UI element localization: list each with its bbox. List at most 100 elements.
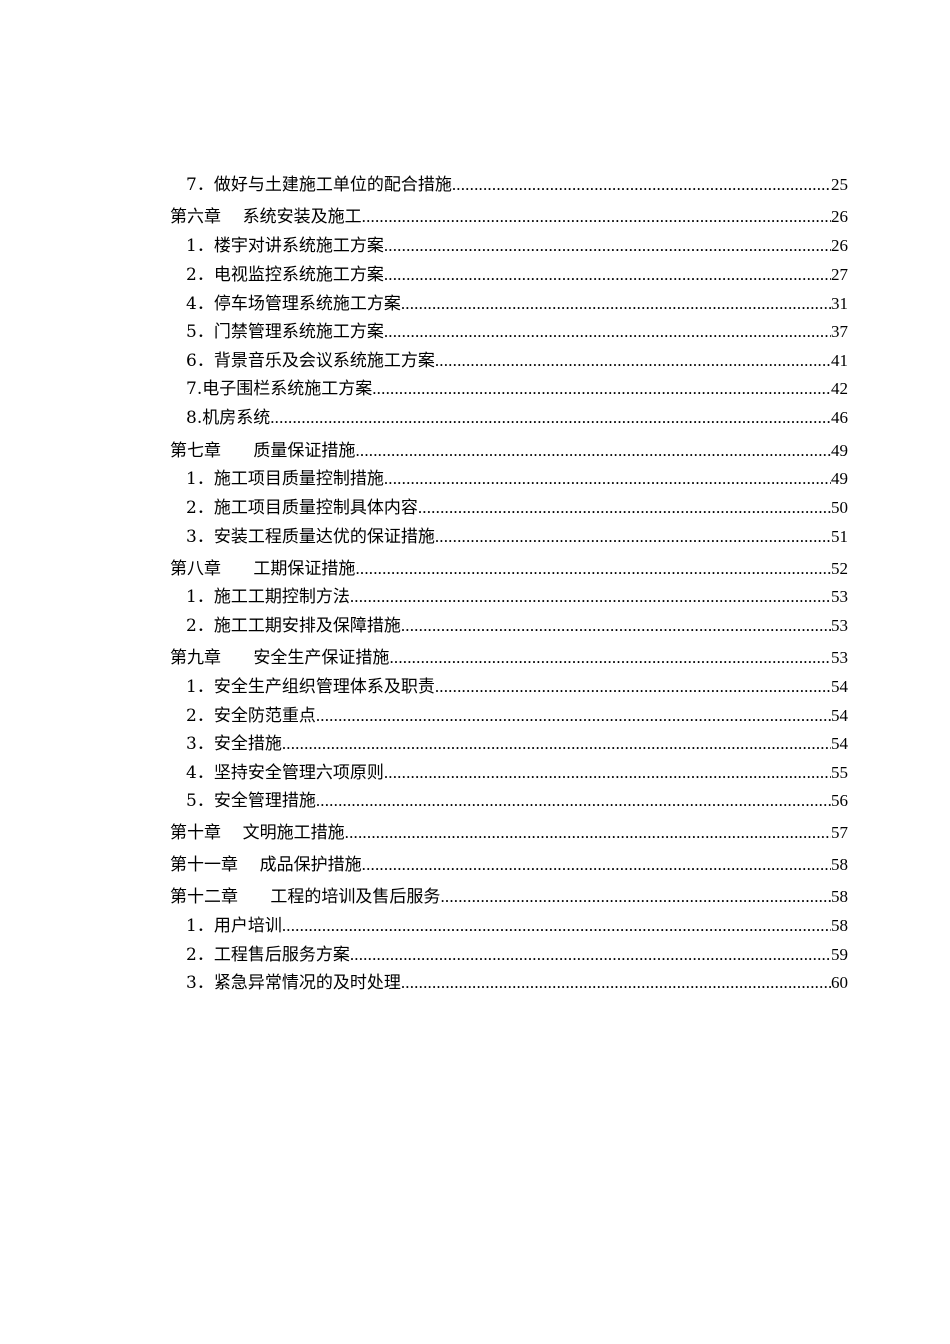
toc-entry[interactable]: 7.电子围栏系统施工方案............................… [186, 377, 848, 401]
toc-entry[interactable]: 4．停车场管理系统施工方案...........................… [186, 292, 848, 316]
toc-entry[interactable]: 7．做好与土建施工单位的配合措施........................… [186, 173, 848, 197]
dot-leader: ........................................… [383, 236, 831, 255]
toc-page-number: 49 [831, 469, 848, 488]
toc-entry-title: 1．楼宇对讲系统施工方案 [186, 236, 384, 256]
toc-entry-title: 5．安全管理措施 [186, 791, 316, 811]
dot-leader: ........................................… [344, 823, 831, 842]
toc-page-number: 56 [831, 791, 848, 810]
toc-chapter-entry[interactable]: 第十一章 成品保护措施.............................… [170, 853, 848, 877]
toc-entry-title: 4．坚持安全管理六项原则 [186, 763, 384, 783]
dot-leader: ........................................… [440, 887, 831, 906]
toc-entry[interactable]: 1．用户培训..................................… [186, 914, 848, 938]
toc-page-number: 50 [831, 498, 848, 517]
toc-page-number: 57 [831, 823, 848, 842]
toc-entry[interactable]: 5．门禁管理系统施工方案............................… [186, 320, 848, 344]
dot-leader: ........................................… [451, 175, 831, 194]
toc-entry-title: 第十二章 工程的培训及售后服务 [170, 887, 441, 907]
toc-chapter-entry[interactable]: 第九章 安全生产保证措施............................… [170, 646, 848, 670]
toc-page-number: 49 [831, 441, 848, 460]
toc-entry[interactable]: 8.机房系统..................................… [186, 406, 848, 430]
toc-entry-title: 4．停车场管理系统施工方案 [186, 294, 401, 314]
toc-entry-title: 2．施工项目质量控制具体内容 [186, 498, 418, 518]
toc-page-number: 46 [831, 408, 848, 427]
dot-leader: ........................................… [349, 945, 831, 964]
toc-entry[interactable]: 2．施工工期安排及保障措施...........................… [186, 614, 848, 638]
toc-page-number: 54 [831, 706, 848, 725]
dot-leader: ........................................… [361, 207, 831, 226]
dot-leader: ........................................… [355, 559, 831, 578]
toc-entry-title: 7．做好与土建施工单位的配合措施 [186, 175, 452, 195]
dot-leader: ........................................… [383, 469, 831, 488]
toc-page-number: 25 [831, 175, 848, 194]
toc-page-number: 53 [831, 587, 848, 606]
toc-page-number: 53 [831, 648, 848, 667]
toc-page-number: 26 [831, 207, 848, 226]
toc-entry-title: 7.电子围栏系统施工方案 [186, 379, 373, 399]
toc-page-number: 54 [831, 734, 848, 753]
toc-page-number: 26 [831, 236, 848, 255]
toc-page-number: 58 [831, 887, 848, 906]
toc-page-number: 58 [831, 855, 848, 874]
dot-leader: ........................................… [417, 498, 831, 517]
toc-entry[interactable]: 1．施工工期控制方法..............................… [186, 585, 848, 609]
dot-leader: ........................................… [400, 294, 831, 313]
toc-entry[interactable]: 4．坚持安全管理六项原则............................… [186, 761, 848, 785]
toc-entry[interactable]: 1．施工项目质量控制措施............................… [186, 467, 848, 491]
dot-leader: ........................................… [349, 587, 831, 606]
toc-entry-title: 第六章 系统安装及施工 [170, 207, 362, 227]
toc-entry-title: 第十章 文明施工措施 [170, 823, 345, 843]
toc-entry-title: 第八章 工期保证措施 [170, 559, 356, 579]
dot-leader: ........................................… [281, 734, 831, 753]
toc-entry[interactable]: 2．施工项目质量控制具体内容..........................… [186, 496, 848, 520]
toc-entry[interactable]: 2．工程售后服务方案..............................… [186, 943, 848, 967]
toc-page-number: 42 [831, 379, 848, 398]
toc-page-number: 37 [831, 322, 848, 341]
toc-entry-title: 第七章 质量保证措施 [170, 441, 356, 461]
toc-page-number: 55 [831, 763, 848, 782]
toc-entry-title: 3．安全措施 [186, 734, 282, 754]
toc-entry[interactable]: 3．紧急异常情况的及时处理...........................… [186, 971, 848, 995]
dot-leader: ........................................… [372, 379, 831, 398]
toc-entry-title: 1．安全生产组织管理体系及职责 [186, 677, 435, 697]
dot-leader: ........................................… [434, 527, 831, 546]
toc-chapter-entry[interactable]: 第十章 文明施工措施..............................… [170, 821, 848, 845]
toc-entry[interactable]: 1．楼宇对讲系统施工方案............................… [186, 234, 848, 258]
toc-page-number: 60 [831, 973, 848, 992]
toc-entry-title: 2．施工工期安排及保障措施 [186, 616, 401, 636]
dot-leader: ........................................… [383, 265, 831, 284]
toc-page-number: 51 [831, 527, 848, 546]
dot-leader: ........................................… [270, 408, 831, 427]
toc-page-number: 52 [831, 559, 848, 578]
toc-entry-title: 2．工程售后服务方案 [186, 945, 350, 965]
toc-chapter-entry[interactable]: 第八章 工期保证措施..............................… [170, 557, 848, 581]
toc-entry-title: 5．门禁管理系统施工方案 [186, 322, 384, 342]
toc-entry-title: 1．用户培训 [186, 916, 282, 936]
toc-entry[interactable]: 1．安全生产组织管理体系及职责.........................… [186, 675, 848, 699]
toc-chapter-entry[interactable]: 第七章 质量保证措施..............................… [170, 439, 848, 463]
toc-entry-title: 2．电视监控系统施工方案 [186, 265, 384, 285]
dot-leader: ........................................… [400, 616, 831, 635]
toc-chapter-entry[interactable]: 第十二章 工程的培训及售后服务.........................… [170, 885, 848, 909]
dot-leader: ........................................… [434, 351, 831, 370]
toc-entry[interactable]: 5．安全管理措施................................… [186, 789, 848, 813]
toc-chapter-entry[interactable]: 第六章 系统安装及施工.............................… [170, 205, 848, 229]
dot-leader: ........................................… [315, 791, 831, 810]
toc-entry-title: 8.机房系统 [186, 408, 271, 428]
dot-leader: ........................................… [355, 441, 831, 460]
toc-entry[interactable]: 6．背景音乐及会议系统施工方案.........................… [186, 349, 848, 373]
dot-leader: ........................................… [383, 763, 831, 782]
toc-page-number: 53 [831, 616, 848, 635]
toc-entry[interactable]: 3．安全措施..................................… [186, 732, 848, 756]
toc-entry[interactable]: 2．电视监控系统施工方案............................… [186, 263, 848, 287]
toc-entry-title: 1．施工工期控制方法 [186, 587, 350, 607]
toc-entry-title: 3．安装工程质量达优的保证措施 [186, 527, 435, 547]
toc-entry-title: 2．安全防范重点 [186, 706, 316, 726]
toc-page-number: 27 [831, 265, 848, 284]
dot-leader: ........................................… [400, 973, 831, 992]
dot-leader: ........................................… [434, 677, 831, 696]
toc-entry[interactable]: 3．安装工程质量达优的保证措施.........................… [186, 525, 848, 549]
dot-leader: ........................................… [361, 855, 831, 874]
toc-page-number: 59 [831, 945, 848, 964]
toc-entry[interactable]: 2．安全防范重点................................… [186, 704, 848, 728]
toc-entry-title: 1．施工项目质量控制措施 [186, 469, 384, 489]
